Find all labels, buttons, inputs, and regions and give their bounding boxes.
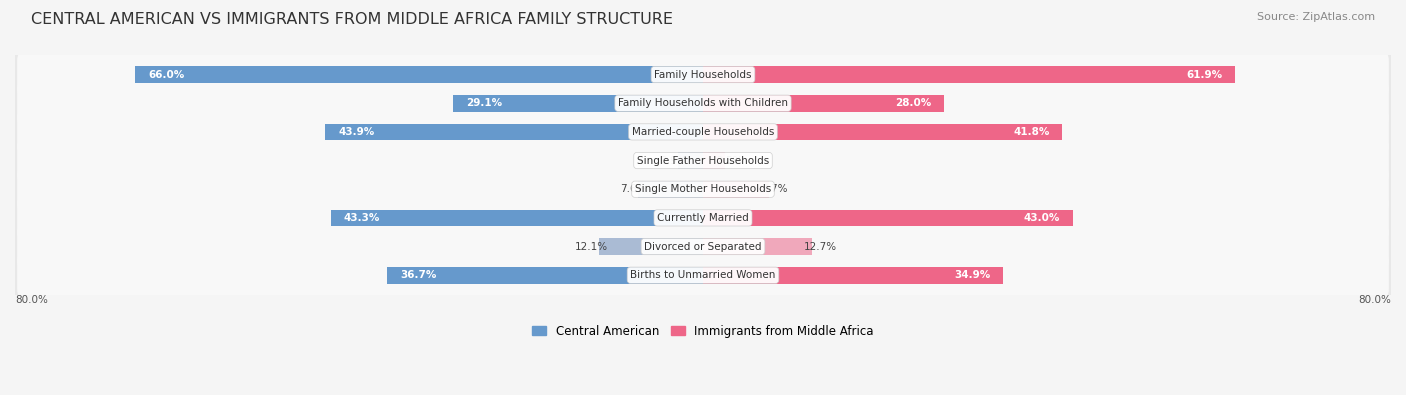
FancyBboxPatch shape (13, 166, 1393, 212)
FancyBboxPatch shape (13, 109, 1393, 155)
Text: 2.9%: 2.9% (661, 156, 686, 166)
Bar (703, 210, 1073, 226)
Text: Single Mother Households: Single Mother Households (636, 184, 770, 194)
Text: Family Households with Children: Family Households with Children (619, 98, 787, 108)
Bar (703, 152, 724, 169)
Text: 66.0%: 66.0% (148, 70, 184, 79)
Text: 28.0%: 28.0% (894, 98, 931, 108)
Bar (599, 238, 703, 255)
Bar (703, 267, 1002, 284)
FancyBboxPatch shape (17, 198, 1389, 238)
FancyBboxPatch shape (17, 111, 1389, 152)
Bar (678, 152, 703, 169)
Bar (388, 267, 703, 284)
Bar (703, 238, 813, 255)
FancyBboxPatch shape (13, 80, 1393, 126)
Text: 12.1%: 12.1% (575, 242, 607, 252)
Text: CENTRAL AMERICAN VS IMMIGRANTS FROM MIDDLE AFRICA FAMILY STRUCTURE: CENTRAL AMERICAN VS IMMIGRANTS FROM MIDD… (31, 12, 673, 27)
Text: Married-couple Households: Married-couple Households (631, 127, 775, 137)
FancyBboxPatch shape (13, 224, 1393, 269)
Bar (330, 210, 703, 226)
Text: Divorced or Separated: Divorced or Separated (644, 242, 762, 252)
FancyBboxPatch shape (17, 140, 1389, 181)
FancyBboxPatch shape (17, 54, 1389, 95)
Legend: Central American, Immigrants from Middle Africa: Central American, Immigrants from Middle… (527, 320, 879, 342)
Text: 80.0%: 80.0% (1358, 295, 1391, 305)
Bar (703, 95, 943, 111)
Text: 29.1%: 29.1% (465, 98, 502, 108)
Bar (135, 66, 703, 83)
Bar (325, 124, 703, 140)
Text: Currently Married: Currently Married (657, 213, 749, 223)
Bar (638, 181, 703, 198)
FancyBboxPatch shape (13, 252, 1393, 298)
Text: Source: ZipAtlas.com: Source: ZipAtlas.com (1257, 12, 1375, 22)
Bar (703, 181, 769, 198)
FancyBboxPatch shape (17, 255, 1389, 295)
FancyBboxPatch shape (13, 195, 1393, 241)
FancyBboxPatch shape (17, 169, 1389, 210)
Text: 43.0%: 43.0% (1024, 213, 1060, 223)
Text: 7.7%: 7.7% (761, 184, 787, 194)
FancyBboxPatch shape (13, 52, 1393, 98)
Bar (703, 124, 1063, 140)
Text: 41.8%: 41.8% (1014, 127, 1050, 137)
Text: 36.7%: 36.7% (401, 270, 437, 280)
Text: 7.6%: 7.6% (620, 184, 647, 194)
Text: 80.0%: 80.0% (15, 295, 48, 305)
Text: Family Households: Family Households (654, 70, 752, 79)
Text: 61.9%: 61.9% (1187, 70, 1222, 79)
FancyBboxPatch shape (17, 83, 1389, 124)
Text: Single Father Households: Single Father Households (637, 156, 769, 166)
Text: 34.9%: 34.9% (955, 270, 990, 280)
Bar (453, 95, 703, 111)
Text: Births to Unmarried Women: Births to Unmarried Women (630, 270, 776, 280)
Text: 2.5%: 2.5% (716, 156, 742, 166)
FancyBboxPatch shape (17, 226, 1389, 267)
FancyBboxPatch shape (13, 137, 1393, 184)
Text: 43.3%: 43.3% (343, 213, 380, 223)
Text: 43.9%: 43.9% (339, 127, 374, 137)
Text: 12.7%: 12.7% (804, 242, 837, 252)
Bar (703, 66, 1236, 83)
